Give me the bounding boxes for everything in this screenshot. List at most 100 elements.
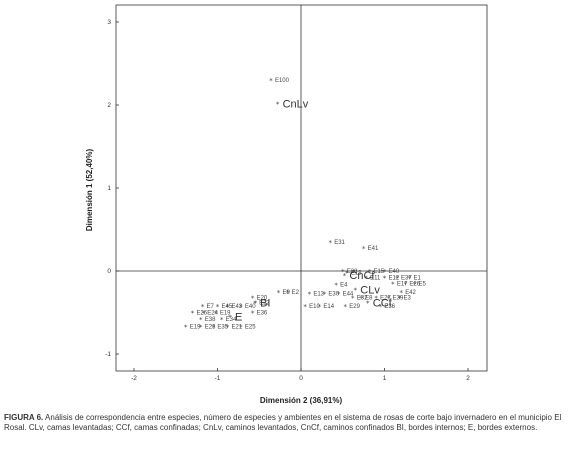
species-point: *	[404, 280, 408, 288]
species-label: E4	[340, 282, 348, 288]
species-label: E41	[368, 246, 379, 252]
species-label: E32	[357, 296, 368, 302]
species-point: *	[318, 303, 322, 311]
species-label: E7	[206, 304, 214, 310]
species-label: E42	[405, 290, 416, 296]
species-label: E20	[257, 296, 268, 302]
species-label: E36	[384, 304, 395, 310]
species-label: E19	[190, 325, 201, 331]
species-label: E25	[245, 325, 256, 331]
species-point: *	[226, 303, 230, 311]
species-point: *	[202, 310, 206, 318]
species-point: *	[379, 303, 383, 311]
environment-point: *	[366, 300, 370, 308]
species-point: *	[251, 295, 255, 303]
species-label: E35	[217, 325, 228, 331]
species-point: *	[253, 300, 257, 308]
species-point: *	[328, 239, 332, 247]
x-tick-label: 0	[299, 375, 303, 382]
species-label: E45	[222, 304, 233, 310]
species-point: *	[391, 280, 395, 288]
species-label: E23	[205, 325, 216, 331]
species-label: E26	[196, 311, 207, 317]
species-label: E14	[323, 304, 334, 310]
species-point: *	[408, 275, 412, 283]
species-point: *	[220, 316, 224, 324]
species-label: E12	[389, 276, 400, 282]
species-label: E29	[349, 304, 360, 310]
species-point: *	[345, 270, 349, 278]
environment-point: *	[228, 314, 232, 322]
species-label: E3	[404, 296, 412, 302]
species-label: E18	[351, 271, 362, 277]
species-label: E24	[207, 311, 218, 317]
x-tick-label: 2	[466, 375, 470, 382]
species-label: E5	[419, 281, 427, 287]
species-label: E19	[220, 311, 231, 317]
species-point: *	[303, 303, 307, 311]
species-point: *	[191, 310, 195, 318]
species-point: *	[337, 290, 341, 298]
species-point: *	[239, 324, 243, 332]
species-label: E31	[334, 240, 345, 246]
species-label: E21	[232, 325, 243, 331]
species-label: E2	[292, 290, 300, 296]
y-tick-label: 3	[107, 19, 111, 26]
x-tick-label: -1	[215, 375, 221, 382]
species-point: *	[351, 295, 355, 303]
species-point: *	[201, 303, 205, 311]
environment-point: *	[276, 100, 280, 108]
species-point: *	[214, 310, 218, 318]
caption-text: Análisis de correspondencia entre especi…	[4, 413, 562, 432]
y-tick-label: 0	[107, 268, 111, 275]
species-point: *	[199, 316, 203, 324]
environment-point: *	[343, 272, 347, 280]
species-point: *	[216, 303, 220, 311]
x-tick-label: 1	[383, 375, 387, 382]
environment-label: CLv	[360, 284, 380, 296]
species-point: *	[395, 275, 399, 283]
species-point: *	[341, 268, 345, 276]
environment-label: CnLv	[283, 98, 309, 110]
species-point: *	[359, 295, 363, 303]
species-point: *	[364, 275, 368, 283]
species-label: E1	[414, 276, 422, 282]
species-label: E40	[389, 269, 400, 275]
species-point: *	[362, 245, 366, 253]
x-axis-title: Dimensión 2 (36,91%)	[260, 396, 343, 405]
species-point: *	[226, 324, 230, 332]
species-point: *	[344, 303, 348, 311]
environment-labels: * CnLv* CnCf* CLv* CCf* BI* E	[228, 98, 392, 323]
species-point: *	[383, 275, 387, 283]
environment-label: CnCf	[349, 270, 375, 282]
figure-caption: FIGURA 6. Análisis de correspondencia en…	[4, 413, 572, 433]
environment-point: *	[253, 300, 257, 308]
species-label: E13	[313, 291, 324, 297]
caption-lead: FIGURA 6.	[4, 413, 44, 422]
species-point: *	[277, 289, 281, 297]
species-label: E100	[275, 78, 290, 84]
species-label: E26	[409, 281, 420, 287]
species-label: E40	[245, 304, 256, 310]
species-point: *	[286, 289, 290, 297]
environment-label: BI	[260, 298, 270, 310]
species-point: *	[368, 268, 372, 276]
species-label: E38	[205, 317, 216, 323]
species-point: *	[383, 268, 387, 276]
environment-label: E	[235, 312, 242, 324]
species-point: *	[398, 295, 402, 303]
y-tick-label: 1	[107, 185, 111, 192]
species-point: *	[212, 324, 216, 332]
species-point: *	[374, 295, 378, 303]
species-label: E15	[373, 269, 384, 275]
species-label: E11	[370, 276, 381, 282]
y-axis-title: Dimensión 1 (52,40%)	[85, 149, 94, 232]
species-label: E9	[282, 290, 290, 296]
species-label: E34	[226, 317, 237, 323]
species-point: *	[413, 280, 417, 288]
environment-point: *	[354, 286, 358, 294]
species-label: E30	[328, 291, 339, 297]
environment-label: CCf	[373, 298, 393, 310]
species-label: E10	[309, 304, 320, 310]
